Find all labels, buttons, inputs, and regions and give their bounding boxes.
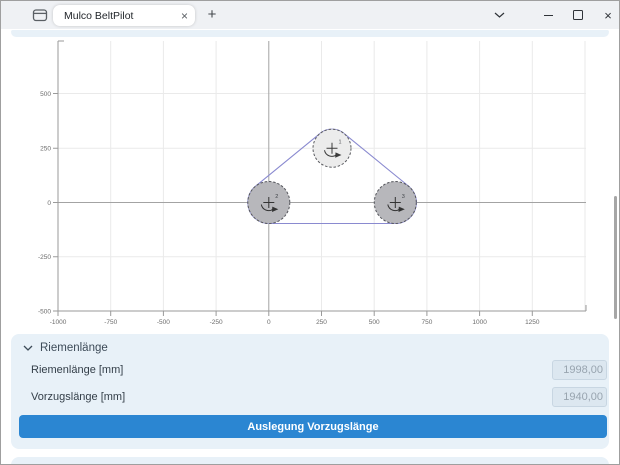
tab-close-icon[interactable]: × — [180, 8, 188, 23]
pulley-1[interactable]: 1 — [312, 128, 352, 168]
x-tick-label: -750 — [104, 319, 117, 326]
pulley-2[interactable]: 2 — [247, 181, 291, 224]
x-tick-label: 1250 — [525, 319, 540, 326]
chevron-down-icon[interactable] — [484, 1, 514, 29]
pulley-3[interactable]: 3 — [373, 181, 417, 224]
riemenlaenge-panel: Riemenlänge Riemenlänge [mm] Vorzugsläng… — [11, 334, 609, 449]
chevron-down-icon — [23, 345, 33, 351]
minimize-icon — [543, 14, 553, 16]
previous-panel-edge — [11, 30, 609, 37]
x-tick-label: -1000 — [50, 319, 67, 326]
x-tick-label: 1000 — [472, 319, 487, 326]
field-label-vorzugslaenge: Vorzugslänge [mm] — [31, 391, 126, 403]
maximize-button[interactable] — [563, 1, 593, 29]
auslegung-vorzugslaenge-button[interactable]: Auslegung Vorzugslänge — [19, 415, 607, 438]
y-tick-label: -500 — [38, 309, 51, 316]
y-tick-label: 500 — [40, 91, 51, 98]
panel-title: Riemenlänge — [40, 342, 108, 354]
y-tick-label: 250 — [40, 146, 51, 153]
tab-actions-icon[interactable] — [32, 8, 49, 23]
belt-drive-chart[interactable]: 500 250 0 -250 -500 -1000 -750 -500 -250… — [1, 39, 620, 331]
vorzugslaenge-input[interactable] — [552, 387, 607, 407]
y-tick-label: -250 — [38, 254, 51, 261]
tick-labels: 500 250 0 -250 -500 -1000 -750 -500 -250… — [38, 91, 540, 326]
panel-header[interactable]: Riemenlänge — [23, 342, 108, 354]
gridlines — [58, 41, 586, 311]
window-close-button[interactable]: × — [604, 7, 612, 23]
field-label-riemenlaenge: Riemenlänge [mm] — [31, 364, 124, 376]
new-tab-button[interactable]: + — [207, 6, 217, 23]
center-cross-icon — [389, 197, 401, 208]
x-tick-label: -250 — [210, 319, 223, 326]
y-tick-label: 0 — [47, 200, 51, 207]
riemenlaenge-input[interactable] — [552, 360, 607, 380]
axes — [53, 40, 587, 316]
browser-tab[interactable]: Mulco BeltPilot × — [53, 5, 195, 26]
x-tick-label: 0 — [267, 319, 271, 326]
rotation-arrowhead — [398, 206, 405, 212]
rotation-arrowhead — [335, 152, 342, 158]
pulley-number: 2 — [275, 194, 278, 200]
x-tick-label: -500 — [157, 319, 170, 326]
vertical-scrollbar-thumb[interactable] — [614, 196, 617, 319]
center-cross-icon — [263, 197, 275, 208]
center-cross-icon — [326, 142, 338, 154]
page-content: 500 250 0 -250 -500 -1000 -750 -500 -250… — [1, 29, 619, 464]
x-tick-label: 250 — [316, 319, 327, 326]
next-panel-edge — [11, 457, 609, 464]
minimize-button[interactable] — [533, 1, 563, 29]
x-tick-label: 750 — [421, 319, 432, 326]
maximize-icon — [573, 10, 583, 20]
tab-title: Mulco BeltPilot — [64, 9, 134, 22]
title-bar: Mulco BeltPilot × + × — [1, 1, 619, 30]
rotation-arrowhead — [272, 206, 279, 212]
pulley-number: 1 — [339, 140, 342, 146]
x-tick-label: 500 — [369, 319, 380, 326]
pulley-number: 3 — [402, 194, 405, 200]
